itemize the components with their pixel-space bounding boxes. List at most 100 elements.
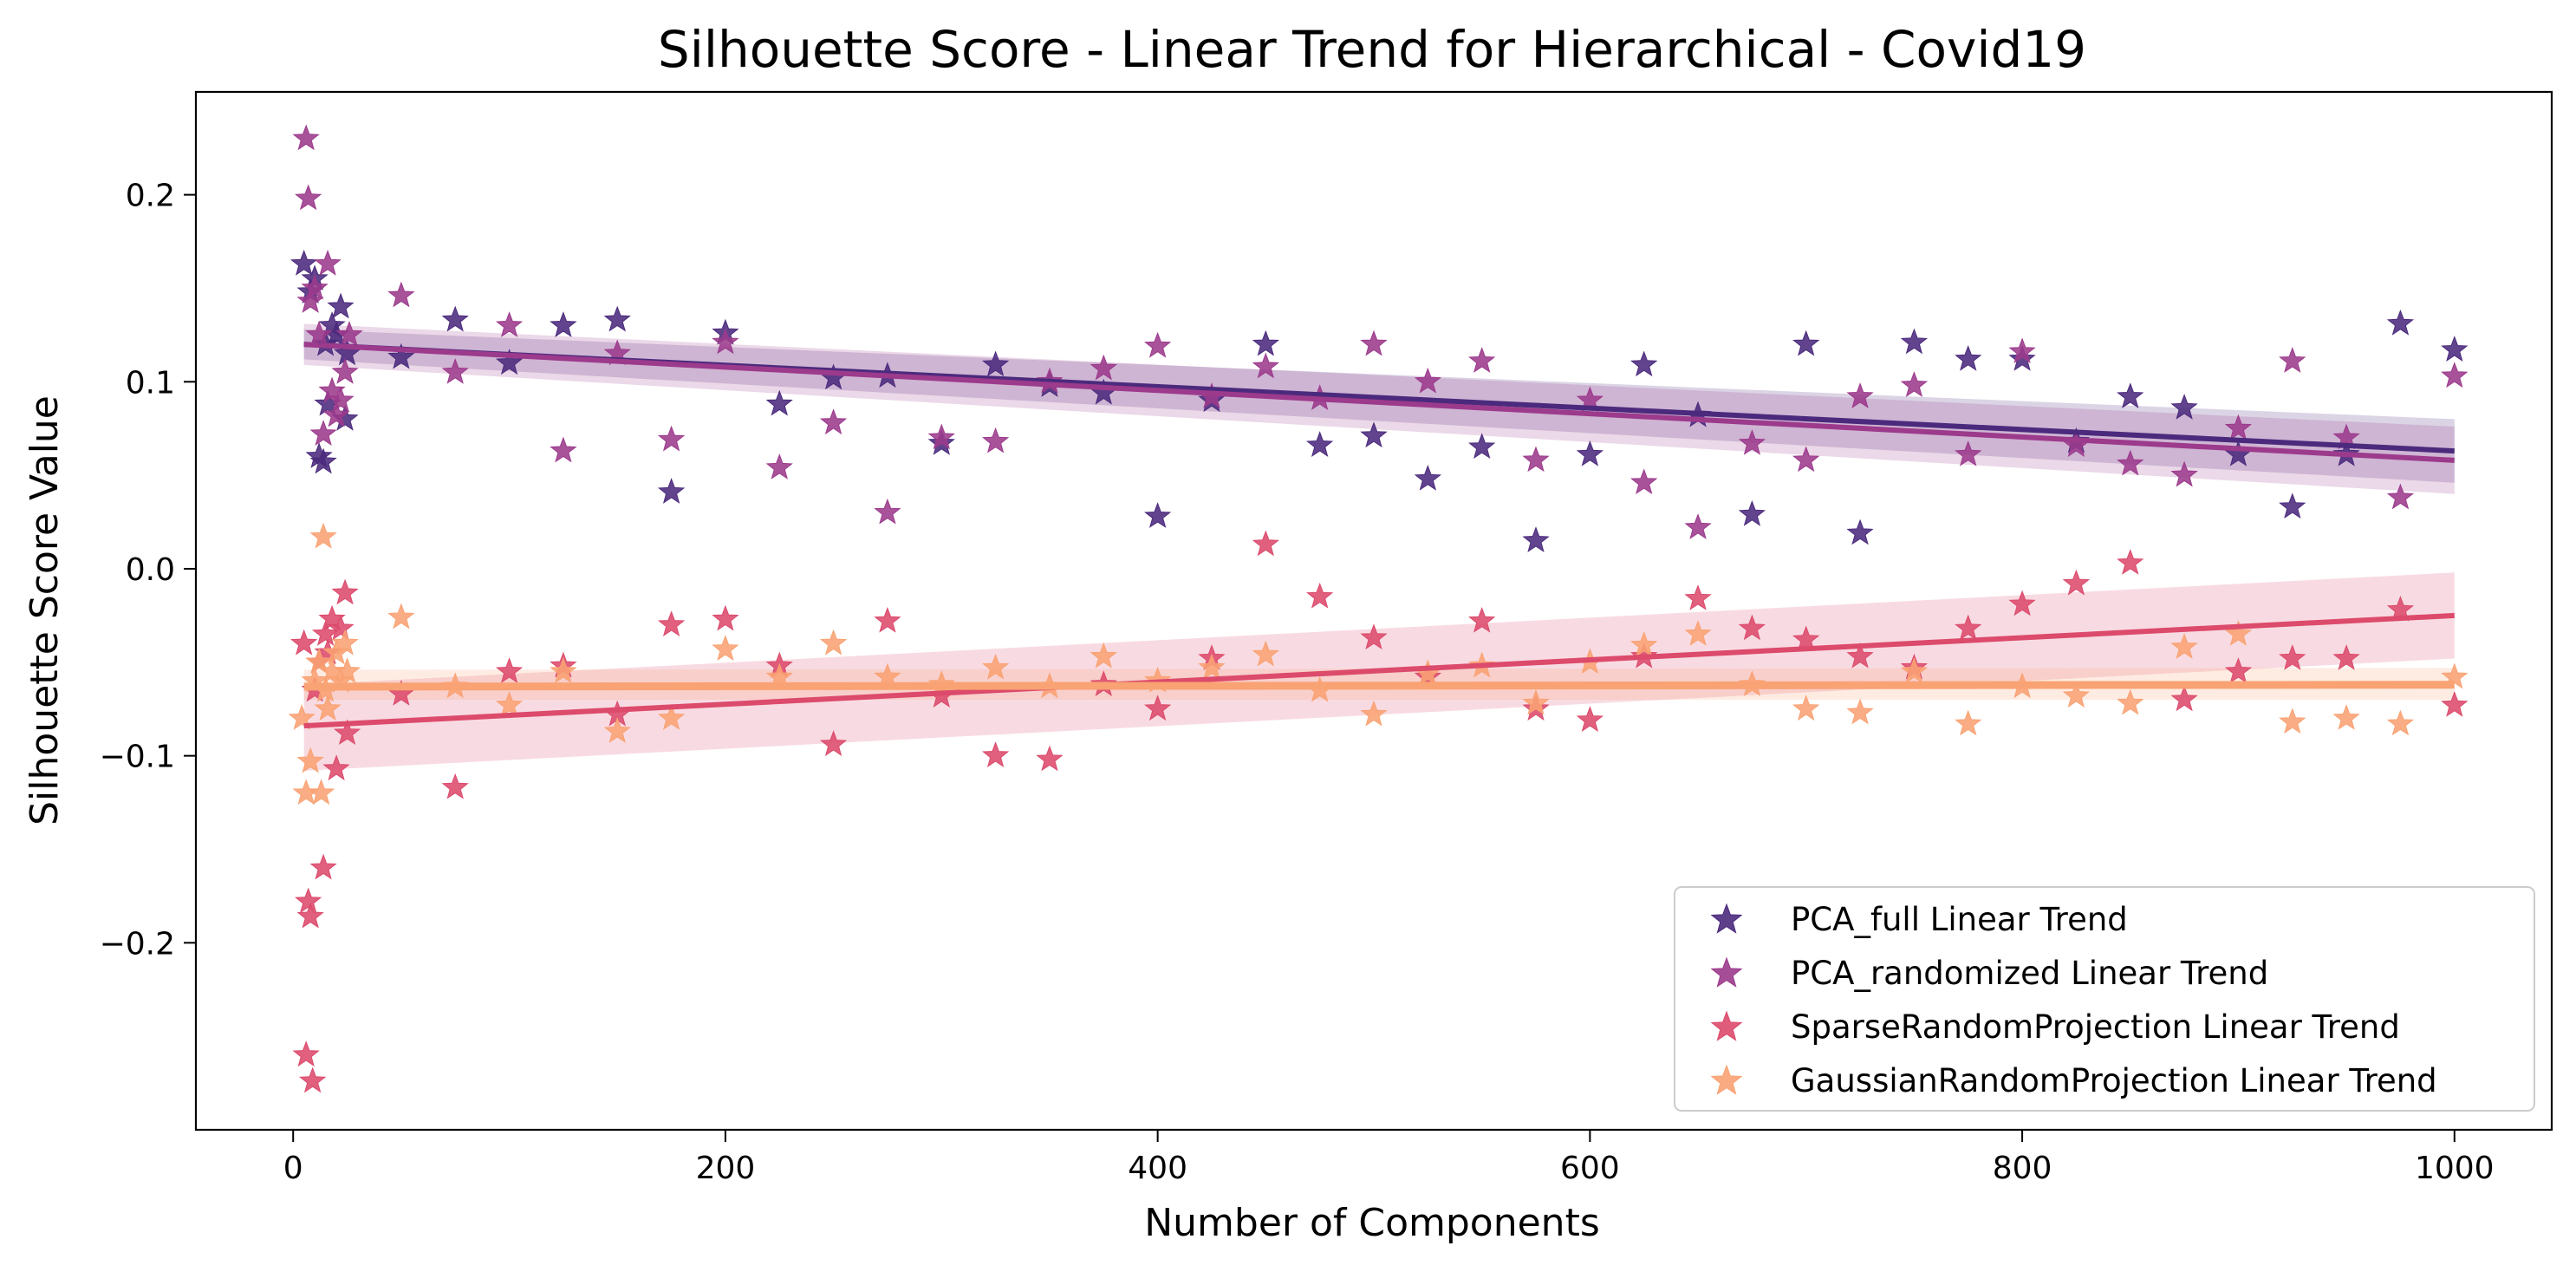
scatter-point <box>1522 446 1550 473</box>
scatter-point <box>1252 530 1279 557</box>
x-tick-label: 600 <box>1560 1151 1620 1186</box>
scatter-point <box>308 779 335 806</box>
scatter-point <box>331 629 359 656</box>
scatter-point <box>1792 329 1820 356</box>
scatter-point <box>1090 642 1117 669</box>
scatter-point <box>2008 344 2036 371</box>
scatter-point <box>927 423 955 450</box>
legend-marker <box>1710 903 1743 934</box>
legend-label: SparseRandomProjection Linear Trend <box>1791 1008 2400 1046</box>
scatter-point <box>1846 642 1874 669</box>
legend-marker <box>1710 1010 1743 1041</box>
scatter-point <box>1306 582 1334 609</box>
scatter-point <box>1900 328 1929 355</box>
legend-label: GaussianRandomProjection Linear Trend <box>1791 1062 2437 1099</box>
scatter-point <box>299 1067 327 1093</box>
scatter-point <box>288 704 315 730</box>
scatter-point <box>2170 633 2198 659</box>
scatter-point <box>1955 344 1982 371</box>
scatter-point <box>495 311 524 337</box>
scatter-point <box>1846 698 1874 725</box>
y-tick-label: −0.2 <box>100 926 175 962</box>
scatter-point <box>327 614 355 641</box>
scatter-point <box>333 719 361 746</box>
trend-line <box>303 612 2455 729</box>
scatter-point <box>2224 657 2253 683</box>
scatter-point <box>2386 595 2415 622</box>
chart-title: Silhouette Score - Linear Trend for Hier… <box>658 20 2086 79</box>
y-tick-label: 0.0 <box>126 552 175 588</box>
scatter-point <box>1955 614 1982 641</box>
scatter-point <box>290 629 318 656</box>
scatter-point <box>765 389 793 416</box>
scatter-point <box>1090 354 1117 381</box>
scatter-point <box>1252 352 1279 379</box>
scatter-point <box>387 603 415 629</box>
x-axis-label: Number of Components <box>1144 1201 1600 1245</box>
scatter-point <box>1468 606 1496 633</box>
scatter-point <box>982 427 1010 453</box>
scatter-point <box>1955 440 1982 466</box>
scatter-point <box>2441 362 2469 388</box>
scatter-point <box>1144 331 1172 358</box>
scatter-point <box>441 773 469 799</box>
legend: PCA_full Linear Trend PCA_randomized Line… <box>1674 886 2535 1112</box>
scatter-point <box>331 358 359 384</box>
scatter-point <box>309 853 337 880</box>
x-axis: 0 200 400 600 800 1000 <box>283 1130 2495 1186</box>
y-tick-label: 0.1 <box>126 365 175 401</box>
scatter-point <box>2170 685 2198 712</box>
scatter-point <box>1846 519 1874 545</box>
scatter-point <box>550 311 577 337</box>
scatter-point <box>819 408 848 435</box>
scatter-point <box>657 610 686 636</box>
scatter-point <box>387 281 415 308</box>
scatter-point <box>1630 350 1658 377</box>
scatter-point <box>309 420 337 446</box>
x-tick-label: 800 <box>1993 1151 2052 1186</box>
scatter-point <box>292 124 320 151</box>
scatter-point <box>1684 620 1712 646</box>
scatter-point <box>305 648 333 675</box>
scatter-point <box>441 305 469 332</box>
scatter-point <box>327 386 355 413</box>
trend-line <box>303 342 2455 463</box>
scatter-point <box>290 249 318 276</box>
legend-marker <box>1710 1064 1743 1095</box>
scatter-point <box>305 320 333 347</box>
confidence-band <box>303 329 2455 483</box>
scatter-point <box>2117 382 2144 408</box>
scatter-point <box>314 695 342 721</box>
scatter-point <box>2008 590 2036 616</box>
scatter-point <box>712 328 739 355</box>
scatter-point <box>874 498 901 525</box>
scatter-point <box>2441 662 2469 689</box>
scatter-point <box>1792 695 1820 721</box>
scatter-point <box>301 274 329 300</box>
scatter-point <box>2170 460 2198 487</box>
scatter-point <box>1468 347 1496 373</box>
scatter-point <box>550 657 577 683</box>
scatter-point <box>2386 309 2415 336</box>
scatter-point <box>1576 440 1603 466</box>
scatter-point <box>2117 449 2144 476</box>
scatter-point <box>982 741 1010 767</box>
scatter-point <box>550 436 577 463</box>
scatter-point <box>441 358 469 384</box>
legend-label: PCA_full Linear Trend <box>1791 901 2128 938</box>
scatter-point <box>331 578 359 605</box>
scatter-point <box>1738 429 1766 455</box>
plot-frame <box>194 90 2553 1132</box>
x-tick-label: 400 <box>1128 1151 1187 1186</box>
y-axis: −0.2 −0.1 0.0 0.1 0.2 <box>100 179 196 962</box>
scatter-point <box>1144 502 1172 528</box>
scatter-point <box>1900 371 1929 397</box>
scatter-point <box>1738 499 1766 526</box>
scatter-point <box>874 606 901 633</box>
trend-lines <box>303 342 2455 729</box>
scatter-point <box>1036 745 1064 772</box>
y-tick-label: 0.2 <box>126 179 175 214</box>
scatter-point <box>1360 329 1388 356</box>
scatter-point <box>982 653 1010 680</box>
